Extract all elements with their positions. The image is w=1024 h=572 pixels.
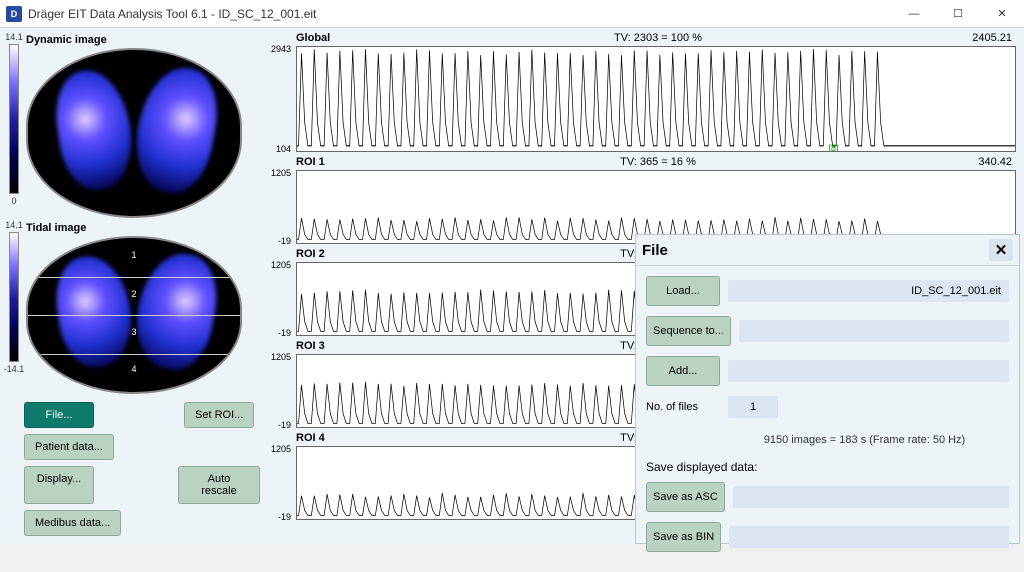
set-roi-button[interactable]: Set ROI... bbox=[184, 402, 254, 428]
display-button[interactable]: Display... bbox=[24, 466, 94, 504]
load-button[interactable]: Load... bbox=[646, 276, 720, 306]
no-files-value: 1 bbox=[728, 396, 778, 418]
tidal-image-title: Tidal image bbox=[26, 220, 260, 236]
dynamic-image-block: 14.1 0 Dynamic image bbox=[2, 32, 260, 218]
wave-roi1: ROI 1 TV: 365 = 16 % 340.42 1205-19 bbox=[266, 156, 1020, 246]
file-button[interactable]: File... bbox=[24, 402, 94, 428]
titlebar: D Dräger EIT Data Analysis Tool 6.1 - ID… bbox=[0, 0, 1024, 28]
auto-rescale-button[interactable]: Auto rescale bbox=[178, 466, 260, 504]
left-buttons: File... Set ROI... Patient data... Displ… bbox=[2, 396, 260, 536]
wave-global: Global TV: 2303 = 100 % 2405.21 2943104 … bbox=[266, 32, 1020, 154]
add-field bbox=[728, 360, 1009, 382]
colorbar-tidal: 14.1 -14.1 bbox=[2, 220, 26, 374]
save-section-label: Save displayed data: bbox=[646, 456, 1009, 482]
save-bin-field bbox=[729, 526, 1009, 548]
no-files-label: No. of files bbox=[646, 401, 720, 413]
file-panel: File ✕ Load... ID_SC_12_001.eit Sequence… bbox=[635, 234, 1020, 544]
tidal-image-block: 14.1 -14.1 Tidal image 1 2 3 4 bbox=[2, 220, 260, 394]
frame-marker: [8] bbox=[828, 143, 838, 152]
main-area: 14.1 0 Dynamic image 14.1 -14.1 Tidal im… bbox=[0, 28, 1024, 544]
colorbar-dynamic: 14.1 0 bbox=[2, 32, 26, 206]
file-info: 9150 images = 183 s (Frame rate: 50 Hz) bbox=[646, 428, 1009, 456]
global-plot[interactable]: [8] bbox=[296, 46, 1016, 152]
file-panel-close-icon[interactable]: ✕ bbox=[989, 239, 1013, 261]
maximize-button[interactable]: ☐ bbox=[936, 0, 980, 28]
patient-data-button[interactable]: Patient data... bbox=[24, 434, 114, 460]
sequence-field bbox=[739, 320, 1009, 342]
minimize-button[interactable]: — bbox=[892, 0, 936, 28]
sequence-button[interactable]: Sequence to... bbox=[646, 316, 731, 346]
loaded-file-field: ID_SC_12_001.eit bbox=[728, 280, 1009, 302]
roi1-plot[interactable] bbox=[296, 170, 1016, 244]
dynamic-image[interactable] bbox=[26, 48, 242, 218]
dynamic-image-title: Dynamic image bbox=[26, 32, 260, 48]
add-button[interactable]: Add... bbox=[646, 356, 720, 386]
left-column: 14.1 0 Dynamic image 14.1 -14.1 Tidal im… bbox=[0, 28, 262, 544]
close-button[interactable]: ✕ bbox=[980, 0, 1024, 28]
save-asc-field bbox=[733, 486, 1009, 508]
save-asc-button[interactable]: Save as ASC bbox=[646, 482, 725, 512]
window-title: Dräger EIT Data Analysis Tool 6.1 - ID_S… bbox=[28, 7, 892, 21]
app-icon: D bbox=[6, 6, 22, 22]
tidal-image[interactable]: 1 2 3 4 bbox=[26, 236, 242, 394]
save-bin-button[interactable]: Save as BIN bbox=[646, 522, 721, 552]
medibus-data-button[interactable]: Medibus data... bbox=[24, 510, 121, 536]
file-panel-title: File bbox=[642, 242, 989, 259]
window-buttons: — ☐ ✕ bbox=[892, 0, 1024, 28]
